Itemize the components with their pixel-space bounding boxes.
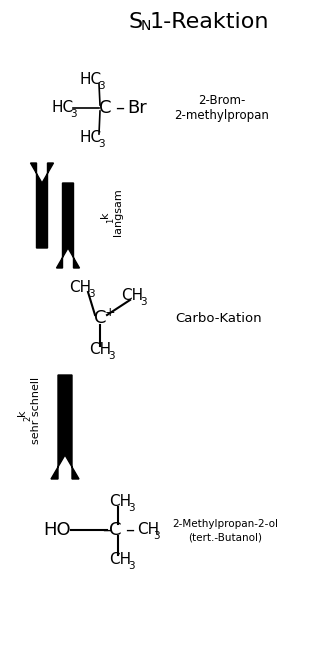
- Text: 3: 3: [128, 503, 134, 513]
- Text: Br: Br: [127, 99, 147, 117]
- Text: +: +: [105, 305, 115, 319]
- Text: HO: HO: [43, 521, 71, 539]
- Text: CH: CH: [121, 289, 143, 303]
- Text: 2: 2: [24, 415, 32, 421]
- Text: k: k: [17, 410, 27, 416]
- Text: 3: 3: [70, 109, 76, 119]
- Text: 1: 1: [107, 217, 115, 223]
- Text: 3: 3: [88, 289, 94, 299]
- Text: C: C: [99, 99, 111, 117]
- Text: CH: CH: [109, 495, 131, 509]
- Text: 3: 3: [153, 531, 160, 541]
- Text: 2-Brom-: 2-Brom-: [198, 93, 246, 107]
- Text: S: S: [128, 12, 142, 32]
- Text: CH: CH: [89, 342, 111, 358]
- Text: Carbo-Kation: Carbo-Kation: [175, 311, 262, 325]
- Polygon shape: [57, 183, 80, 268]
- Text: k: k: [100, 212, 110, 218]
- Text: –: –: [102, 521, 112, 539]
- Polygon shape: [31, 163, 53, 248]
- Text: –: –: [115, 99, 124, 117]
- Text: HC: HC: [80, 130, 102, 146]
- Text: –: –: [125, 521, 134, 539]
- Text: N: N: [141, 19, 151, 33]
- Text: CH: CH: [109, 552, 131, 568]
- Text: HC: HC: [80, 72, 102, 87]
- Text: (tert.-Butanol): (tert.-Butanol): [188, 532, 262, 542]
- Text: C: C: [109, 521, 121, 539]
- Text: 3: 3: [128, 561, 134, 571]
- Text: 3: 3: [98, 139, 104, 149]
- Text: 3: 3: [140, 297, 146, 307]
- Polygon shape: [51, 375, 79, 479]
- Text: CH: CH: [137, 523, 159, 537]
- Text: 3: 3: [98, 81, 104, 91]
- Text: 3: 3: [108, 351, 114, 361]
- Text: HC: HC: [52, 101, 74, 115]
- Text: 2-Methylpropan-2-ol: 2-Methylpropan-2-ol: [172, 519, 278, 529]
- Text: 1-Reaktion: 1-Reaktion: [150, 12, 269, 32]
- Text: sehr schnell: sehr schnell: [31, 376, 41, 444]
- Text: C: C: [94, 309, 106, 327]
- Text: CH: CH: [69, 280, 91, 295]
- Text: langsam: langsam: [113, 188, 123, 236]
- Text: 2-methylpropan: 2-methylpropan: [175, 109, 269, 121]
